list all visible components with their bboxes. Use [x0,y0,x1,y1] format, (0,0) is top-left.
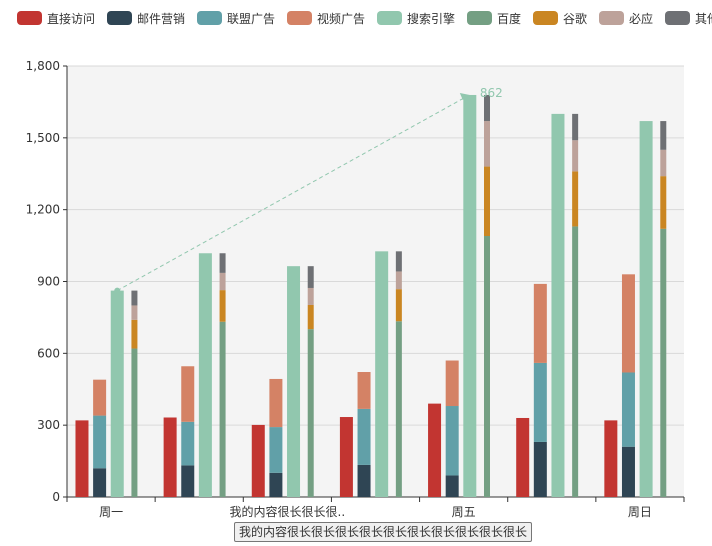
bar-百度 [572,226,579,497]
x-tick-label: 周日 [628,505,652,519]
y-tick-label: 1,200 [26,203,60,217]
bar-邮件营销 [269,472,283,497]
bar-邮件营销 [621,446,635,497]
bar-联盟广告 [445,406,459,476]
bar-其他 [660,121,667,150]
legend-label-其他: 其他 [695,12,712,26]
y-tick-label: 900 [37,275,60,289]
legend-swatch-其他 [665,11,690,25]
legend-label-搜索引擎: 搜索引擎 [407,11,455,26]
bar-联盟广告 [269,427,283,473]
bar-邮件营销 [533,441,547,497]
legend-swatch-谷歌 [533,11,558,25]
bar-联盟广告 [181,421,195,466]
y-tick-label: 1,500 [26,131,60,145]
bar-谷歌 [219,290,226,322]
bar-邮件营销 [181,465,195,497]
bar-搜索引擎 [639,121,653,498]
annotation-label: 862 [480,86,503,100]
bar-百度 [307,329,314,497]
bar-搜索引擎 [110,290,124,497]
bar-直接访问 [339,417,353,497]
legend-label-视频广告: 视频广告 [317,11,365,26]
bar-联盟广告 [357,408,371,465]
axis-label-tooltip: 我的内容很长很长很长很长很长很长很长很长很长很长 [234,522,533,542]
bar-必应 [660,149,667,177]
y-tick-label: 300 [37,418,60,432]
bar-视频广告 [93,379,107,416]
bar-视频广告 [357,372,371,409]
bar-视频广告 [445,360,459,407]
bar-百度 [484,236,491,497]
bar-搜索引擎 [287,266,301,497]
bar-必应 [307,287,314,305]
x-tick-label: 周五 [452,505,476,519]
legend-label-必应: 必应 [629,11,653,26]
legend-swatch-直接访问 [17,11,42,25]
bar-邮件营销 [357,464,371,497]
bar-必应 [395,271,402,290]
bar-百度 [219,321,226,497]
annotation-arrowhead [459,92,470,100]
bar-谷歌 [131,319,138,349]
legend-label-邮件营销: 邮件营销 [137,12,185,26]
bar-邮件营销 [445,475,459,497]
bar-必应 [131,305,138,320]
legend-swatch-视频广告 [287,11,312,25]
bar-视频广告 [181,366,195,422]
legend-label-谷歌: 谷歌 [563,11,587,26]
legend-swatch-搜索引擎 [377,11,402,25]
bar-搜索引擎 [375,251,389,497]
bar-谷歌 [572,171,579,227]
bar-搜索引擎 [463,94,477,497]
annotation-line [116,96,467,292]
bar-必应 [219,272,226,291]
bar-谷歌 [395,289,402,322]
y-tick-label: 600 [37,346,60,360]
legend-swatch-必应 [599,11,624,25]
y-tick-label: 1,800 [26,59,60,73]
bar-视频广告 [621,274,635,373]
legend-label-百度: 百度 [497,11,521,26]
legend-swatch-百度 [467,11,492,25]
y-tick-label: 0 [52,490,60,504]
bar-联盟广告 [533,362,547,442]
bar-直接访问 [428,403,442,497]
bar-其他 [219,253,226,273]
x-tick-label: 周一 [99,505,123,519]
bar-百度 [395,321,402,497]
x-tick-label: 我的内容很长很长很.. [230,504,346,519]
bar-其他 [131,290,138,306]
bar-直接访问 [516,417,530,497]
bar-搜索引擎 [551,113,565,497]
bar-谷歌 [484,166,491,237]
legend-label-直接访问: 直接访问 [47,11,95,26]
bar-直接访问 [163,417,177,497]
bar-谷歌 [307,304,314,330]
legend-swatch-邮件营销 [107,11,132,25]
bar-直接访问 [604,420,618,497]
bar-百度 [131,348,138,497]
bar-谷歌 [660,176,667,229]
bar-其他 [572,113,579,141]
bar-直接访问 [75,420,89,497]
bar-联盟广告 [93,415,107,469]
bar-必应 [572,140,579,172]
bar-其他 [307,266,314,288]
bar-联盟广告 [621,372,635,447]
bar-视频广告 [533,283,547,363]
bar-直接访问 [251,424,265,497]
legend-swatch-联盟广告 [197,11,222,25]
bar-邮件营销 [93,468,107,497]
bar-搜索引擎 [198,253,212,497]
legend-label-联盟广告: 联盟广告 [227,12,275,26]
bar-视频广告 [269,378,283,428]
bar-其他 [484,94,491,122]
bar-必应 [484,121,491,167]
bar-其他 [395,251,402,272]
bar-百度 [660,228,667,498]
annotation-start-point [114,287,121,294]
